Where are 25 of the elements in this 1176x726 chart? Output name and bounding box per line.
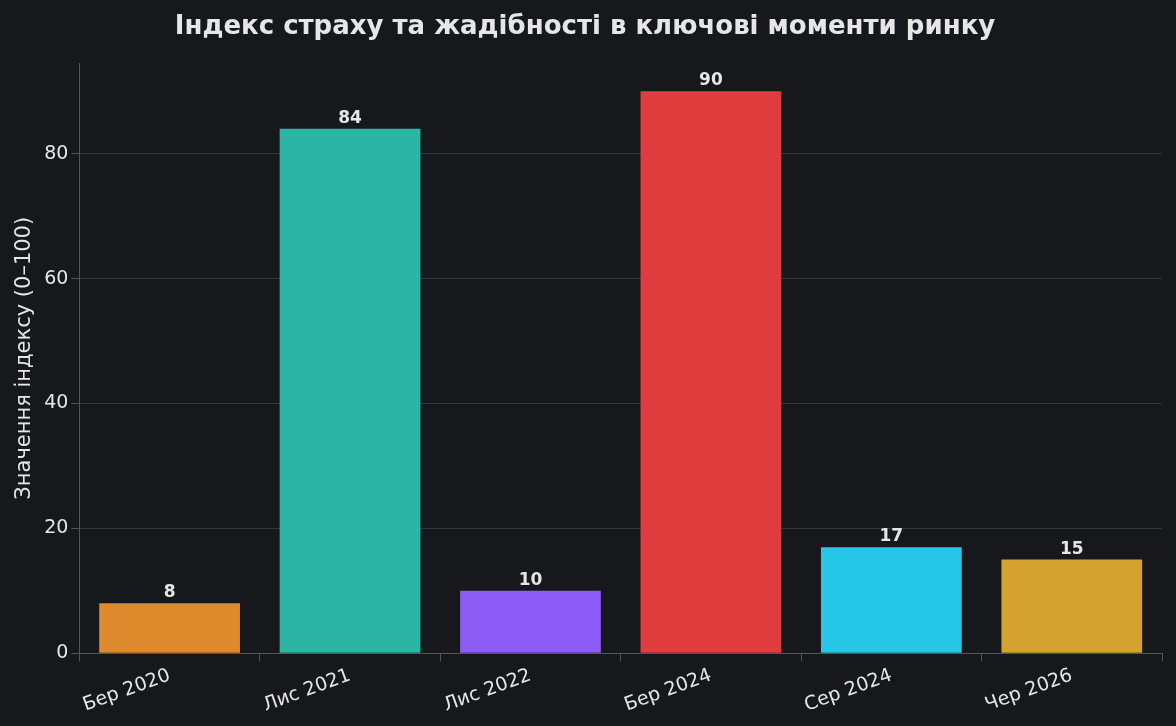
data-label: 15 [1059, 537, 1084, 558]
x-tick-label: Сер 2024 [800, 662, 895, 715]
y-tick-label: 20 [44, 515, 69, 538]
data-label: 84 [338, 106, 363, 127]
y-tick-label: 40 [44, 390, 69, 413]
bar [640, 91, 782, 653]
data-label: 17 [879, 525, 904, 546]
bar [1001, 559, 1143, 653]
x-tick-label: Бер 2024 [620, 662, 714, 715]
bar [279, 128, 421, 653]
bar [820, 547, 962, 653]
y-tick-label: 60 [44, 265, 69, 288]
x-tick-label: Лис 2022 [440, 662, 534, 715]
data-label: 8 [163, 581, 176, 602]
x-tick-label: Лис 2021 [259, 662, 354, 715]
x-tick-label: Чер 2026 [981, 662, 1075, 715]
bar [460, 590, 601, 653]
bar [99, 603, 240, 653]
chart-title: Індекс страху та жадібності в ключові моменти ринку [174, 10, 996, 41]
x-tick-label: Бер 2020 [79, 662, 173, 715]
y-tick-label: 80 [44, 140, 69, 163]
y-axis-title: Значення індексу (0–100) [11, 216, 36, 500]
data-label: 10 [518, 568, 543, 589]
data-label: 90 [699, 69, 723, 90]
y-tick-label: 0 [56, 640, 69, 663]
